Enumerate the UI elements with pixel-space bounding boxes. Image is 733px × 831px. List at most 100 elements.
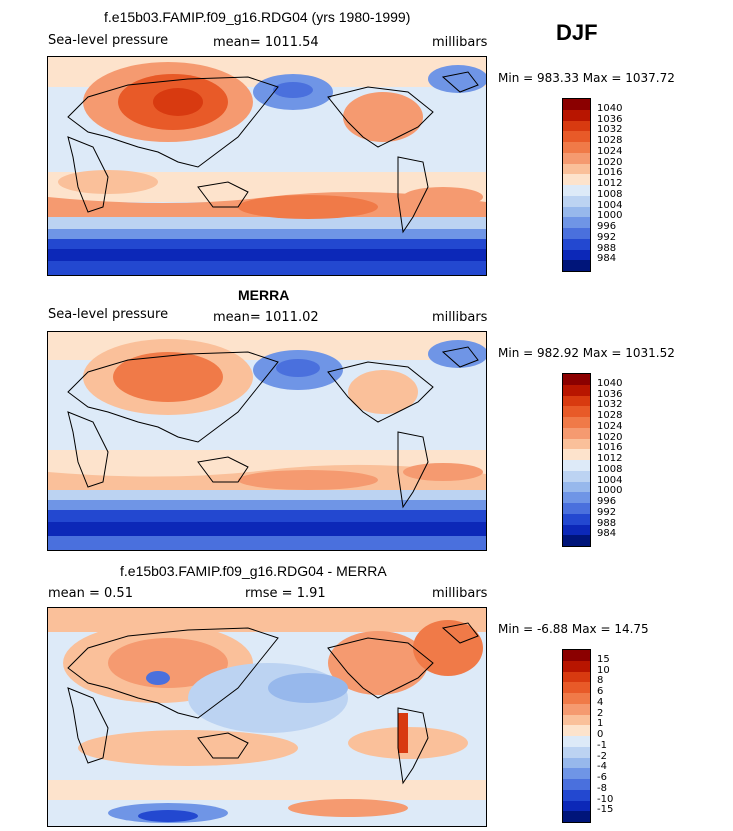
- panel2-colorbar-label: 1032: [597, 399, 623, 411]
- panel2-colorbar-label: 1036: [597, 388, 623, 400]
- panel2-swatch: [563, 406, 590, 417]
- panel1-colorbar-label: 1024: [597, 145, 623, 157]
- panel1-colorbar-label: 984: [597, 253, 617, 265]
- panel2-colorbar-label: 996: [597, 496, 617, 507]
- panel1-colorbar-label: 1000: [597, 210, 623, 222]
- panel2-variable: Sea-level pressure: [48, 307, 169, 322]
- panel3-swatch: [563, 800, 590, 812]
- panel1-swatch: [563, 174, 590, 185]
- panel2-mean: mean= 1011.02: [213, 310, 319, 325]
- panel2-colorbar-label: 992: [597, 506, 617, 518]
- panel1-swatch: [563, 238, 590, 250]
- panel2-colorbar-label: 1040: [597, 377, 623, 389]
- panel2-colorbar-label: 1028: [597, 410, 623, 421]
- panel3-swatch: [563, 789, 590, 801]
- panel2-colorbar-label: 1000: [597, 485, 623, 497]
- panel3-colorbar-label: -10: [597, 793, 614, 805]
- panel3-swatch: [563, 650, 590, 661]
- panel1-colorbar-label: 1004: [597, 199, 623, 211]
- panel3-map: [47, 607, 487, 827]
- panel1-colorbar-label: 1032: [597, 124, 623, 136]
- panel1-swatch: [563, 195, 590, 207]
- panel1-swatch: [563, 260, 590, 271]
- panel2-colorbar-label: 1012: [597, 453, 623, 464]
- panel1-swatch: [563, 185, 590, 196]
- panel3-swatch: [563, 746, 590, 758]
- panel1-colorbar-label: 1036: [597, 113, 623, 125]
- panel1-swatch: [563, 120, 590, 132]
- panel3-colorbar-label: 0: [597, 729, 604, 740]
- panel1-swatch: [563, 228, 590, 239]
- panel2-swatch: [563, 417, 590, 428]
- panel3-swatch: [563, 703, 590, 715]
- panel1-colorbar-label: 996: [597, 221, 617, 232]
- panel1-swatch: [563, 249, 590, 261]
- panel3-colorbar-label: 2: [597, 707, 604, 719]
- panel1-swatch: [563, 142, 590, 153]
- panel2-swatch: [563, 535, 590, 546]
- panel1-swatch: [563, 99, 590, 110]
- season-label: DJF: [556, 20, 598, 45]
- panel3-colorbar-label: -15: [597, 804, 614, 816]
- panel3-units: millibars: [432, 586, 488, 601]
- panel3-colorbar-label: -6: [597, 772, 607, 783]
- panel3-swatch: [563, 693, 590, 704]
- panel3-colorbar-label: -4: [597, 761, 607, 773]
- panel2-swatch: [563, 481, 590, 493]
- panel2-swatch: [563, 374, 590, 385]
- panel3-colorbar-label: 10: [597, 664, 610, 676]
- panel3-swatch: [563, 768, 590, 779]
- panel3-swatch: [563, 725, 590, 736]
- panel3-rmse: rmse = 1.91: [245, 586, 326, 601]
- panel1-swatch: [563, 217, 590, 228]
- panel2-units: millibars: [432, 310, 488, 325]
- panel3-swatch: [563, 671, 590, 683]
- panel2-swatch: [563, 492, 590, 503]
- panel1-colorbar: 1040 1036 1032 1028 1024 1020 1016 1012 …: [562, 98, 622, 272]
- panel3-minmax: Min = -6.88 Max = 14.75: [498, 622, 649, 636]
- panel1-colorbar-label: 988: [597, 242, 617, 254]
- panel1-swatch: [563, 109, 590, 121]
- panel3-swatch: [563, 682, 590, 693]
- panel3-colorbar-label: 8: [597, 675, 604, 687]
- panel3-colorbar-label: 6: [597, 686, 604, 697]
- panel3-colorbar: 15 10 8 6 4 2 1 0 -1 -2 -4 -6 -8 -10 -15: [562, 649, 613, 823]
- panel1-swatch: [563, 152, 590, 164]
- panel1-swatch: [563, 131, 590, 142]
- panel2-colorbar: 1040 1036 1032 1028 1024 1020 1016 1012 …: [562, 373, 622, 547]
- panel3-swatch: [563, 811, 590, 822]
- panel3-swatch: [563, 779, 590, 790]
- panel2-colorbar-label: 1020: [597, 431, 623, 443]
- panel2-colorbar-label: 1024: [597, 420, 623, 432]
- panel1-map: [47, 56, 487, 276]
- panel2-swatch: [563, 503, 590, 514]
- panel3-colorbar-label: -8: [597, 782, 607, 794]
- panel2-swatch: [563, 427, 590, 439]
- panel1-colorbar-label: 1028: [597, 135, 623, 146]
- panel2-swatch: [563, 395, 590, 407]
- panel2-swatch: [563, 449, 590, 460]
- panel2-swatch: [563, 460, 590, 471]
- panel2-colorbar-label: 984: [597, 528, 617, 540]
- panel3-colorbar-label: 1: [597, 718, 604, 730]
- panel2-swatch: [563, 438, 590, 450]
- panel2-colorbar-label: 1016: [597, 442, 623, 454]
- panel3-colorbar-label: 15: [597, 653, 610, 665]
- panel3-colorbar-label: -2: [597, 750, 607, 762]
- panel3-swatch: [563, 757, 590, 769]
- panel1-swatch: [563, 206, 590, 218]
- panel3-swatch: [563, 660, 590, 672]
- panel1-minmax: Min = 983.33 Max = 1037.72: [498, 71, 675, 85]
- panel2-swatch: [563, 470, 590, 482]
- panel3-swatch: [563, 714, 590, 726]
- panel1-variable: Sea-level pressure: [48, 33, 169, 48]
- panel1-colorbar-label: 1016: [597, 167, 623, 179]
- panel1-colorbar-label: 1008: [597, 188, 623, 200]
- panel3-colorbar-label: -1: [597, 739, 607, 751]
- panel1-colorbar-label: 1020: [597, 156, 623, 168]
- panel2-colorbar-label: 988: [597, 517, 617, 529]
- panel2-swatch: [563, 513, 590, 525]
- panel2-swatch: [563, 524, 590, 536]
- panel2-map: [47, 331, 487, 551]
- panel2-title: MERRA: [238, 287, 290, 303]
